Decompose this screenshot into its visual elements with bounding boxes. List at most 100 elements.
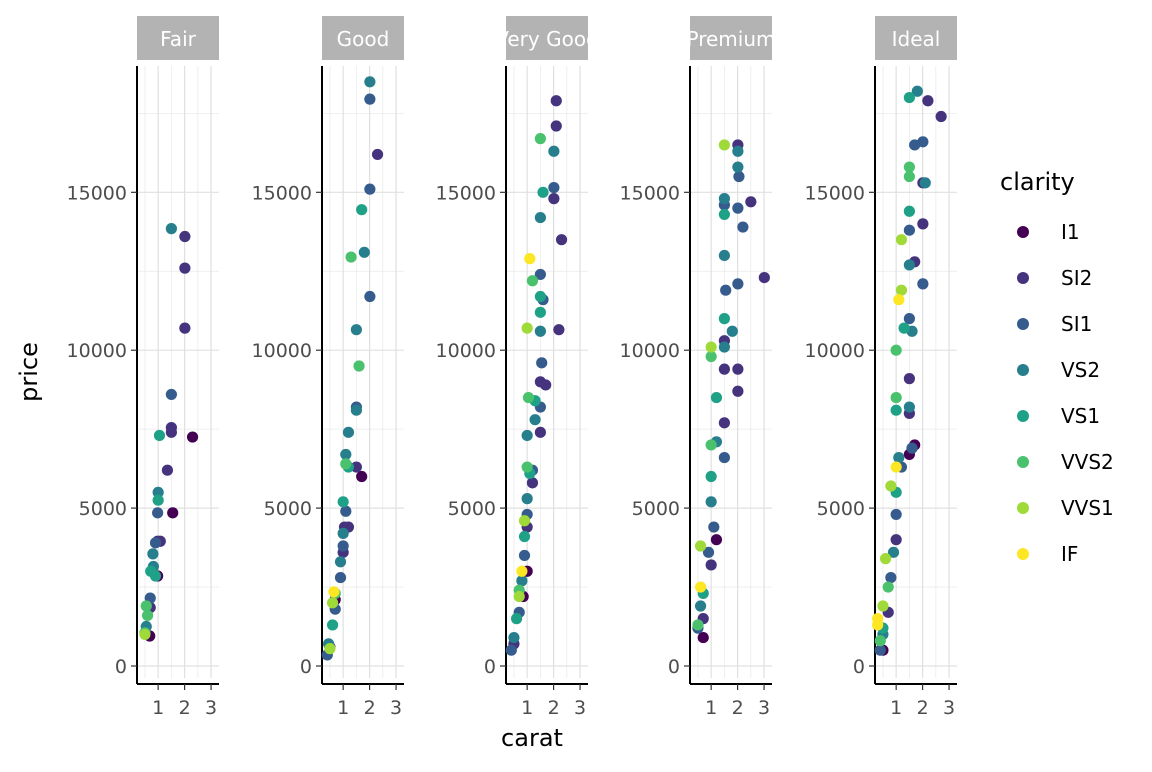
data-point-vs1 — [903, 91, 915, 104]
y-axis-label: price — [15, 342, 43, 402]
legend-items: I1 SI2 SI1 VS2 VS1 VVS2 VVS1 IF — [1017, 220, 1114, 566]
data-point-si1 — [364, 93, 376, 105]
data-point-si1 — [718, 451, 730, 464]
data-point-vvs1 — [513, 590, 525, 603]
x-tick-label: 3 — [205, 697, 217, 719]
data-point-si2 — [758, 271, 770, 284]
data-point-si2 — [718, 417, 730, 429]
legend-label: VVS1 — [1061, 496, 1114, 520]
data-point-if — [516, 565, 528, 577]
facet-strip-label: Good — [337, 27, 390, 51]
data-point-vvs2 — [140, 600, 152, 612]
data-point-si2 — [534, 426, 546, 438]
legend-label: VS2 — [1061, 358, 1100, 382]
data-point-vs2 — [529, 414, 541, 426]
data-point-vs2 — [147, 548, 159, 560]
data-point-vvs1 — [139, 628, 151, 641]
x-tick-label: 2 — [732, 697, 744, 719]
data-point-vs1 — [337, 496, 349, 508]
data-point-vvs2 — [890, 391, 902, 404]
data-point-vvs2 — [340, 458, 352, 470]
data-point-si1 — [536, 357, 548, 369]
data-point-si2 — [555, 234, 568, 246]
data-point-si2 — [179, 230, 191, 243]
data-point-si2 — [705, 559, 717, 571]
legend-key-si2 — [1017, 272, 1029, 284]
data-point-vs1 — [718, 208, 730, 221]
data-point-i1 — [186, 431, 199, 443]
data-point-si1 — [505, 644, 517, 656]
data-point-si1 — [364, 183, 376, 195]
legend-label: VVS2 — [1061, 450, 1114, 474]
legend-label: I1 — [1061, 220, 1080, 244]
y-tick-label: 10000 — [805, 340, 865, 362]
data-point-vvs2 — [522, 391, 535, 404]
data-point-vs1 — [153, 429, 166, 442]
data-point-vs2 — [718, 193, 730, 205]
data-point-si2 — [550, 95, 562, 107]
facet-panel-premium: Premium 0 5000 10000 15000 1 2 3 — [620, 16, 776, 719]
data-point-vvs1 — [879, 553, 892, 565]
x-tick-label: 2 — [364, 697, 376, 719]
data-point-vs2 — [903, 259, 915, 271]
data-point-si2 — [553, 324, 565, 336]
data-point-vs2 — [350, 324, 362, 336]
data-point-vs2 — [694, 600, 707, 612]
data-point-vs2 — [337, 527, 349, 539]
data-point-vs2 — [364, 76, 376, 88]
data-point-vs2 — [893, 451, 905, 464]
data-point-vvs2 — [890, 344, 902, 356]
data-point-vs1 — [510, 613, 523, 625]
legend-title: clarity — [1000, 168, 1075, 196]
data-point-vs1 — [149, 570, 162, 582]
data-point-si1 — [518, 549, 531, 562]
x-tick-label: 1 — [705, 697, 717, 719]
data-point-vs1 — [890, 404, 902, 416]
data-point-si1 — [885, 571, 897, 584]
data-point-vs2 — [726, 325, 738, 337]
data-point-si1 — [917, 278, 929, 290]
data-point-vvs2 — [692, 619, 704, 631]
data-point-vs1 — [534, 290, 546, 303]
data-point-si1 — [720, 284, 732, 296]
legend-label: SI2 — [1061, 266, 1092, 290]
data-point-vs2 — [508, 631, 520, 644]
data-point-vs1 — [537, 186, 549, 198]
data-point-vs2 — [919, 177, 931, 189]
facet-strip — [690, 16, 772, 60]
y-tick-label: 0 — [300, 656, 312, 678]
data-point-si2 — [540, 379, 552, 391]
data-point-si1 — [732, 202, 744, 214]
legend: clarity I1 SI2 SI1 VS2 VS1 VVS2 VVS1 IF — [1000, 168, 1114, 566]
data-point-vs1 — [326, 619, 339, 631]
data-point-si1 — [874, 644, 886, 656]
y-tick-label: 0 — [853, 656, 865, 678]
data-point-si2 — [161, 464, 174, 476]
data-point-si2 — [922, 95, 934, 107]
facet-strip — [137, 16, 219, 60]
data-point-if — [524, 253, 536, 265]
y-tick-label: 15000 — [436, 182, 496, 204]
data-point-si2 — [718, 363, 730, 375]
data-point-vs2 — [718, 249, 730, 262]
data-point-vs2 — [350, 404, 362, 416]
data-point-vvs2 — [141, 609, 154, 622]
data-point-vs2 — [911, 85, 923, 97]
legend-key-vvs2 — [1017, 456, 1029, 468]
facet-strip — [322, 16, 404, 60]
data-point-vs1 — [718, 313, 730, 325]
data-point-vvs2 — [705, 350, 717, 363]
facet-strip-label: Premium — [687, 27, 776, 51]
facet-strip-label: Ideal — [892, 27, 941, 51]
data-point-si1 — [708, 521, 720, 533]
data-point-vvs1 — [324, 643, 336, 655]
y-tick-label: 15000 — [252, 182, 312, 204]
data-point-si2 — [548, 193, 560, 205]
data-point-si1 — [702, 546, 715, 558]
data-point-vs2 — [548, 145, 560, 157]
data-point-vs2 — [887, 546, 900, 558]
facet-strip-label: Very Good — [495, 27, 599, 51]
data-point-vs2 — [516, 575, 528, 587]
data-point-i1 — [697, 631, 709, 644]
